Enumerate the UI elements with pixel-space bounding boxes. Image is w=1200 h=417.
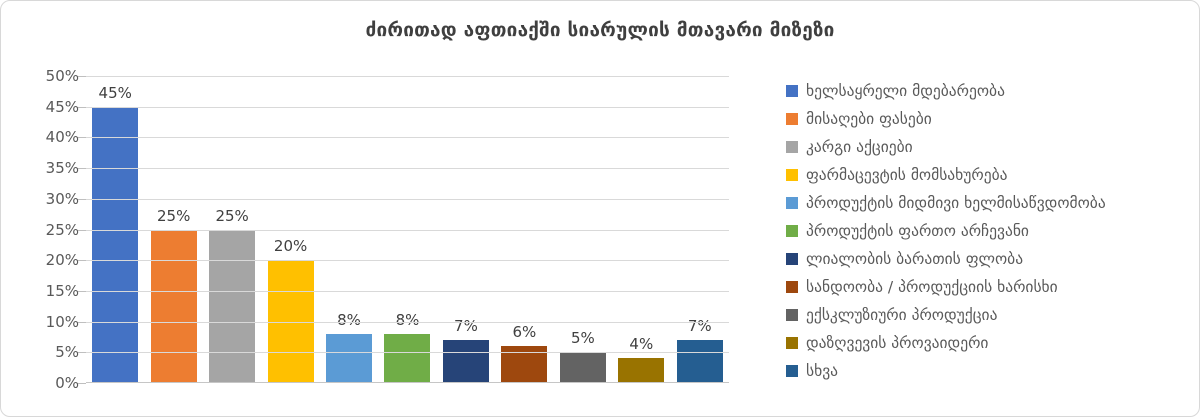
legend-item: ექსკლუზიური პროდუქცია <box>786 301 1190 329</box>
y-tick-label: 50% <box>45 67 79 85</box>
legend-swatch <box>786 197 798 209</box>
x-axis-line <box>86 382 729 383</box>
bar <box>559 352 606 383</box>
legend-label: პროდუქტის ფართო არჩევანი <box>806 222 1029 240</box>
bar-cell: 5% <box>554 76 612 383</box>
legend-label: ლიალობის ბარათის ფლობა <box>806 250 1024 268</box>
y-tick-label: 35% <box>45 159 79 178</box>
bar <box>384 333 431 383</box>
gridline <box>86 229 729 231</box>
legend-swatch <box>786 225 798 237</box>
bar-value-label: 5% <box>570 329 595 348</box>
gridline <box>86 76 729 77</box>
gridline <box>86 352 729 354</box>
y-tick-label: 40% <box>45 128 79 147</box>
legend-label: კარგი აქციები <box>806 138 913 156</box>
legend-swatch <box>786 253 798 265</box>
legend-item: კარგი აქციები <box>786 133 1190 161</box>
y-tick-label: 15% <box>45 281 79 300</box>
legend-swatch <box>786 141 798 153</box>
legend-swatch <box>786 113 798 125</box>
axis-tick <box>77 76 86 77</box>
gridline <box>86 290 729 292</box>
gridline <box>86 321 729 323</box>
legend-item: სანდოობა / პროდუქციის ხარისხი <box>786 273 1190 301</box>
legend: ხელსაყრელი მდებარეობა მისაღები ფასები კარგ… <box>786 77 1190 385</box>
bar-value-label: 7% <box>687 317 712 336</box>
legend-item: პროდუქტის ფართო არჩევანი <box>786 217 1190 245</box>
legend-swatch <box>786 365 798 377</box>
axis-tick <box>77 198 86 200</box>
bar <box>676 340 723 383</box>
bar <box>326 333 373 383</box>
bar-cell: 4% <box>612 76 670 383</box>
bar-cell: 8% <box>378 76 436 383</box>
legend-swatch <box>786 337 798 349</box>
gridline <box>86 260 729 262</box>
legend-swatch <box>786 85 798 97</box>
bar-value-label: 25% <box>157 206 191 225</box>
axis-tick <box>77 168 86 170</box>
legend-label: ხელსაყრელი მდებარეობა <box>806 82 1005 100</box>
bar-value-label: 7% <box>454 317 478 336</box>
y-tick-label: 25% <box>45 220 79 239</box>
y-tick-label: 10% <box>45 312 79 331</box>
bar <box>150 229 197 383</box>
axis-tick <box>77 321 86 323</box>
y-tick-label: 30% <box>45 189 79 208</box>
bar <box>92 106 139 383</box>
axis-tick <box>77 137 86 139</box>
legend-swatch <box>786 169 798 181</box>
legend-swatch <box>786 281 798 293</box>
gridline <box>86 168 729 170</box>
bar-cell: 8% <box>320 76 378 383</box>
axis-tick <box>77 260 86 262</box>
bar-value-label: 45% <box>98 83 132 102</box>
bar-value-label: 20% <box>273 237 308 256</box>
legend-item: დაზღვევის პროვაიდერი <box>786 329 1190 357</box>
y-tick-label: 5% <box>55 343 79 362</box>
bar-value-label: 8% <box>337 310 361 329</box>
legend-item: ლიალობის ბარათის ფლობა <box>786 245 1190 273</box>
gridline <box>86 106 729 108</box>
legend-item: პროდუქტის მიდმივი ხელმისაწვდომობა <box>786 189 1190 217</box>
plot-area: 45% 25% 25% 20% 8% 8% 7% 6% 5% 4% 7% <box>77 76 729 384</box>
legend-item: ფარმაცევტის მომსახურება <box>786 161 1190 189</box>
legend-label: სანდოობა / პროდუქციის ხარისხი <box>806 278 1058 296</box>
bar <box>442 340 489 383</box>
y-tick-label: 20% <box>45 251 79 270</box>
legend-label: სხვა <box>806 362 839 380</box>
bar <box>618 358 665 383</box>
legend-label: დაზღვევის პროვაიდერი <box>806 334 989 352</box>
bar-cell: 25% <box>203 76 261 383</box>
legend-item: სხვა <box>786 357 1190 385</box>
bar-value-label: 8% <box>395 310 420 329</box>
legend-label: პროდუქტის მიდმივი ხელმისაწვდომობა <box>806 194 1106 212</box>
chart-title: ძირითად აფთიაქში სიარულის მთავარი მიზეზი <box>365 19 835 41</box>
bar-value-label: 6% <box>512 323 537 342</box>
bar-cell: 45% <box>86 76 144 383</box>
axis-tick <box>77 106 86 108</box>
bar-cell: 25% <box>144 76 202 383</box>
legend-label: ექსკლუზიური პროდუქცია <box>806 306 998 324</box>
legend-label: მისაღები ფასები <box>806 110 932 128</box>
gridline <box>86 137 729 139</box>
legend-item: მისაღები ფასები <box>786 105 1190 133</box>
gridline <box>86 198 729 200</box>
legend-label: ფარმაცევტის მომსახურება <box>806 166 1008 184</box>
bar-value-label: 25% <box>215 206 249 225</box>
axis-tick <box>77 229 86 231</box>
axis-tick <box>77 383 86 384</box>
y-tick-label: 0% <box>55 374 79 392</box>
bar-value-label: 4% <box>629 335 654 354</box>
axis-tick <box>77 290 86 292</box>
bar <box>209 229 256 383</box>
legend-item: ხელსაყრელი მდებარეობა <box>786 77 1190 105</box>
bar-series: 45% 25% 25% 20% 8% 8% 7% 6% 5% 4% 7% <box>86 76 729 383</box>
axis-tick <box>77 352 86 354</box>
y-tick-label: 45% <box>45 97 79 116</box>
legend-swatch <box>786 309 798 321</box>
